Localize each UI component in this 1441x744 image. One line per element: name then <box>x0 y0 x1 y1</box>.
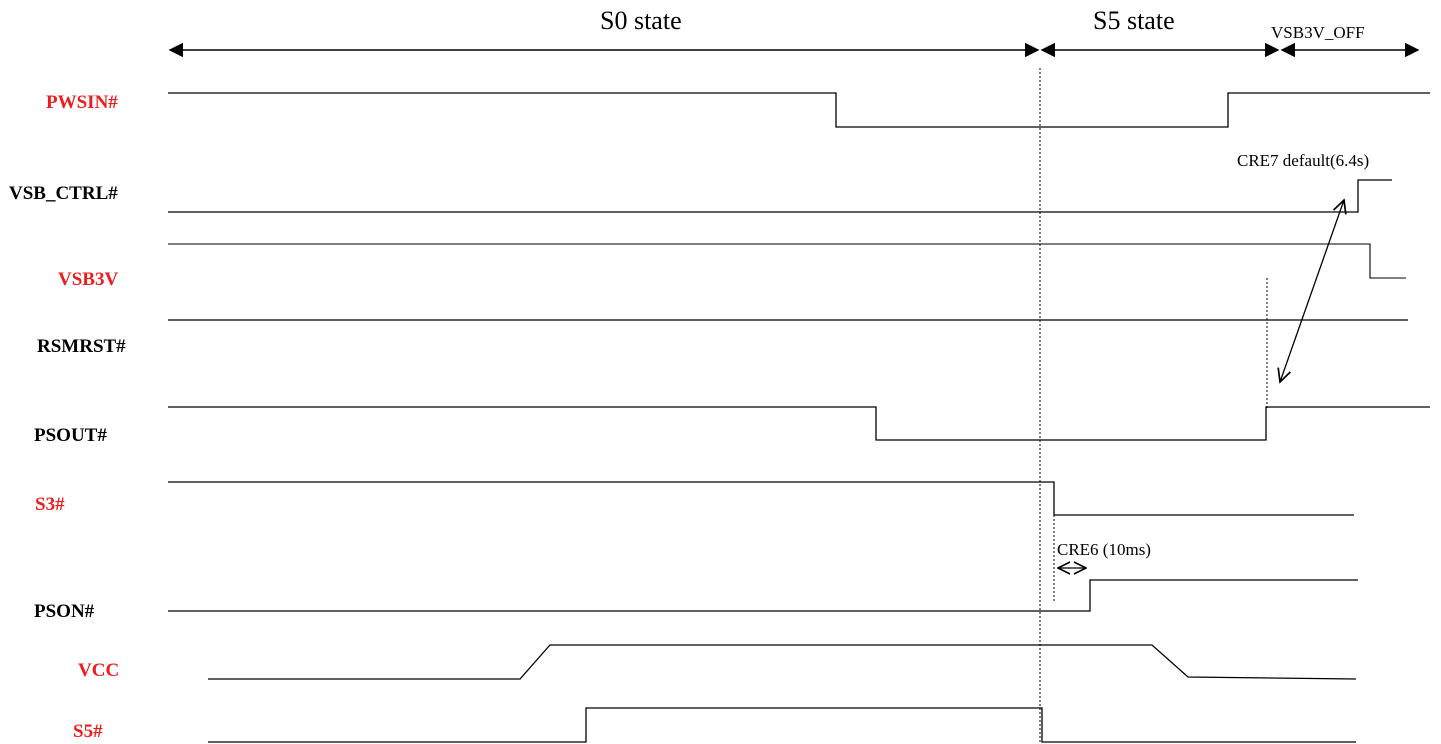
vsb-ctrl-waveform <box>168 179 1392 213</box>
signal-label-vsb3v: VSB3V <box>58 269 119 290</box>
signal-label-rsmrst: RSMRST# <box>37 336 126 357</box>
psout-waveform <box>168 406 1430 441</box>
signal-label-psout: PSOUT# <box>34 425 107 446</box>
cre7-delay-arrow <box>1280 200 1344 382</box>
signal-label-pson: PSON# <box>34 601 95 622</box>
vcc-waveform <box>208 644 1357 680</box>
cre7-annotation: CRE7 default(6.4s) <box>1237 151 1370 170</box>
s5-state-label: S5 state <box>1093 6 1175 35</box>
signal-label-pwsin: PWSIN# <box>46 92 118 113</box>
s5-waveform <box>208 707 1356 743</box>
signal-label-s3: S3# <box>35 494 65 515</box>
pwsin-waveform <box>168 92 1430 128</box>
pson-waveform <box>168 579 1358 612</box>
signal-label-vsb-ctrl: VSB_CTRL# <box>9 183 118 204</box>
vsb3v-waveform <box>168 243 1406 279</box>
s0-state-label: S0 state <box>600 6 682 35</box>
s3-waveform <box>168 481 1354 516</box>
signal-label-vcc: VCC <box>78 660 120 681</box>
signal-label-s5: S5# <box>73 721 103 742</box>
cre6-annotation: CRE6 (10ms) <box>1057 540 1151 559</box>
vsb3v-off-label: VSB3V_OFF <box>1271 23 1365 42</box>
